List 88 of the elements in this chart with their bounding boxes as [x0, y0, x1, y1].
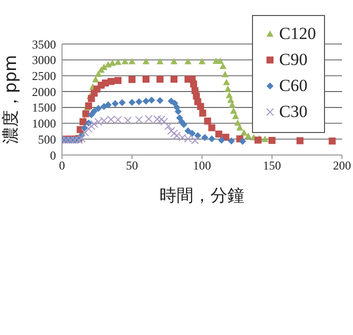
point [216, 58, 224, 64]
point [197, 102, 204, 110]
point [100, 64, 108, 70]
point [188, 130, 196, 137]
legend-label: C90 [279, 50, 308, 70]
point [228, 138, 235, 145]
point [296, 137, 304, 144]
point [80, 118, 86, 126]
point [230, 107, 237, 114]
point [112, 100, 119, 108]
y-tick-label: 500 [38, 132, 56, 146]
point [128, 76, 136, 84]
point [220, 62, 226, 69]
point [218, 136, 226, 144]
point [254, 136, 262, 144]
point [82, 110, 90, 118]
point [84, 124, 93, 133]
point [164, 122, 172, 130]
y-axis-title: 濃度，ppm [1, 54, 22, 144]
point [87, 122, 96, 130]
y-tick-label: 1500 [32, 100, 56, 115]
point [157, 115, 166, 124]
point [328, 138, 336, 145]
x-tick-label: 200 [333, 158, 351, 173]
point [224, 86, 232, 92]
point [114, 58, 122, 65]
point [215, 130, 222, 138]
x-tick-label: 150 [263, 158, 281, 173]
point [90, 108, 98, 115]
point [94, 104, 102, 112]
point [208, 124, 216, 132]
point [180, 121, 188, 128]
point [232, 112, 240, 120]
point [184, 58, 192, 64]
legend-label: C60 [279, 76, 308, 96]
point [118, 99, 126, 106]
point [198, 58, 206, 64]
point [171, 100, 178, 107]
y-tick-label: 3000 [32, 53, 56, 68]
point [244, 132, 252, 139]
point [239, 138, 246, 145]
point [94, 70, 102, 77]
point [92, 76, 100, 82]
point [108, 60, 116, 66]
point [194, 132, 202, 140]
point [223, 78, 230, 86]
x-tick-label: 100 [193, 158, 211, 173]
point [262, 136, 268, 142]
point [170, 76, 178, 83]
point [81, 128, 90, 136]
point [136, 98, 142, 106]
point [240, 129, 248, 136]
point [90, 120, 98, 128]
point [148, 96, 156, 104]
point [156, 96, 164, 104]
y-tick-label: 2500 [32, 68, 56, 83]
y-tick-label: 2000 [32, 84, 56, 99]
point [170, 58, 178, 64]
point [167, 126, 176, 135]
y-tick-label: 3500 [32, 37, 56, 52]
point [85, 119, 92, 126]
y-tick-label: 0 [50, 148, 56, 162]
point [104, 101, 112, 108]
point [142, 58, 150, 64]
point [222, 70, 229, 78]
point [268, 136, 276, 144]
point [184, 127, 192, 134]
legend-label: C120 [279, 24, 316, 44]
point [128, 98, 136, 106]
point [208, 135, 216, 142]
x-tick-label: 50 [126, 158, 138, 173]
legend-label: C30 [279, 102, 308, 122]
point [156, 76, 164, 83]
point [204, 118, 212, 125]
point [122, 58, 128, 64]
point [234, 119, 242, 126]
x-axis-title: 時間，分鐘 [160, 186, 244, 206]
point [201, 134, 208, 142]
y-tick-label: 1000 [32, 116, 56, 131]
point [156, 58, 164, 64]
x-tick-label: 0 [59, 158, 65, 173]
point [142, 76, 150, 83]
point [114, 76, 122, 84]
point [142, 98, 150, 105]
point [128, 58, 136, 64]
point [104, 61, 112, 68]
point [199, 110, 206, 117]
point [174, 108, 182, 116]
